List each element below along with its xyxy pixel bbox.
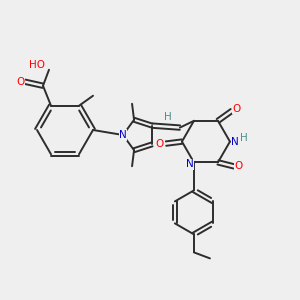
Text: O: O [233, 104, 241, 114]
Text: HO: HO [29, 60, 45, 70]
Text: O: O [16, 77, 24, 87]
Text: O: O [156, 139, 164, 148]
Text: H: H [240, 133, 248, 142]
Text: N: N [186, 159, 194, 170]
Text: N: N [119, 130, 127, 140]
Text: N: N [231, 136, 239, 147]
Text: O: O [235, 161, 243, 171]
Text: H: H [164, 112, 172, 122]
